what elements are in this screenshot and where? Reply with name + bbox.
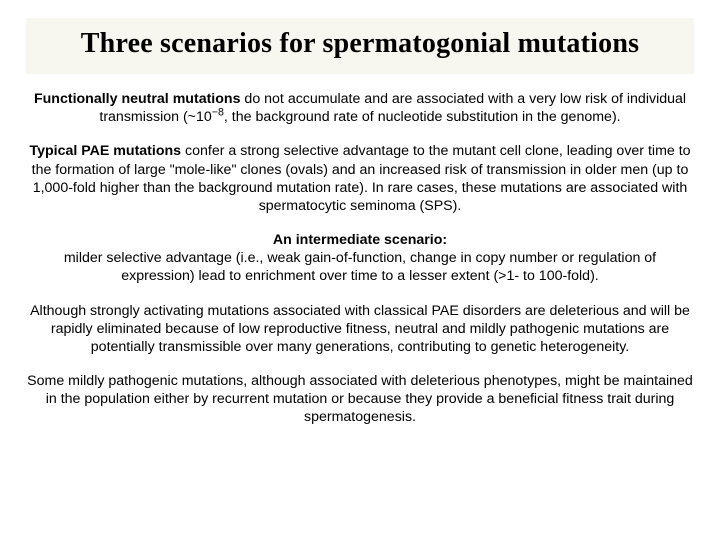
paragraph-intermediate: An intermediate scenario: milder selecti…: [26, 231, 694, 286]
intermediate-heading: An intermediate scenario:: [26, 231, 694, 249]
slide-container: Three scenarios for spermatogonial mutat…: [0, 0, 720, 540]
exponent: −8: [212, 106, 224, 118]
lead-pae: Typical PAE mutations: [29, 143, 181, 159]
text-deleterious: Although strongly activating mutations a…: [30, 303, 690, 355]
paragraph-pae: Typical PAE mutations confer a strong se…: [26, 142, 694, 215]
paragraph-deleterious: Although strongly activating mutations a…: [26, 302, 694, 357]
text-neutral-b: , the background rate of nucleotide subs…: [224, 109, 621, 125]
slide-title: Three scenarios for spermatogonial mutat…: [38, 28, 682, 60]
paragraph-maintained: Some mildly pathogenic mutations, althou…: [26, 372, 694, 427]
lead-neutral: Functionally neutral mutations: [34, 91, 241, 107]
text-maintained: Some mildly pathogenic mutations, althou…: [27, 373, 693, 425]
paragraph-neutral: Functionally neutral mutations do not ac…: [26, 90, 694, 126]
title-box: Three scenarios for spermatogonial mutat…: [26, 18, 694, 74]
text-intermediate: milder selective advantage (i.e., weak g…: [64, 250, 656, 284]
